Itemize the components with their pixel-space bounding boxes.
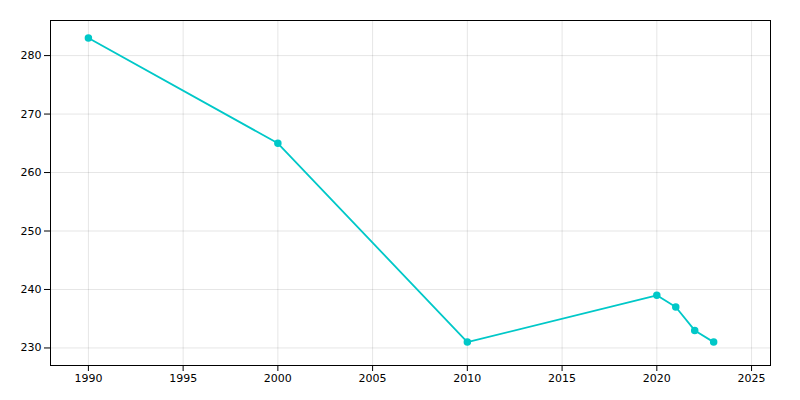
svg-text:230: 230 — [21, 341, 42, 354]
svg-text:2015: 2015 — [548, 372, 576, 385]
svg-text:260: 260 — [21, 166, 42, 179]
svg-text:1995: 1995 — [169, 372, 197, 385]
svg-text:1990: 1990 — [74, 372, 102, 385]
svg-text:240: 240 — [21, 283, 42, 296]
svg-text:2020: 2020 — [643, 372, 671, 385]
svg-text:250: 250 — [21, 225, 42, 238]
svg-text:280: 280 — [21, 49, 42, 62]
svg-text:2005: 2005 — [359, 372, 387, 385]
svg-text:270: 270 — [21, 108, 42, 121]
svg-text:2025: 2025 — [738, 372, 766, 385]
svg-text:2000: 2000 — [264, 372, 292, 385]
svg-text:2010: 2010 — [453, 372, 481, 385]
